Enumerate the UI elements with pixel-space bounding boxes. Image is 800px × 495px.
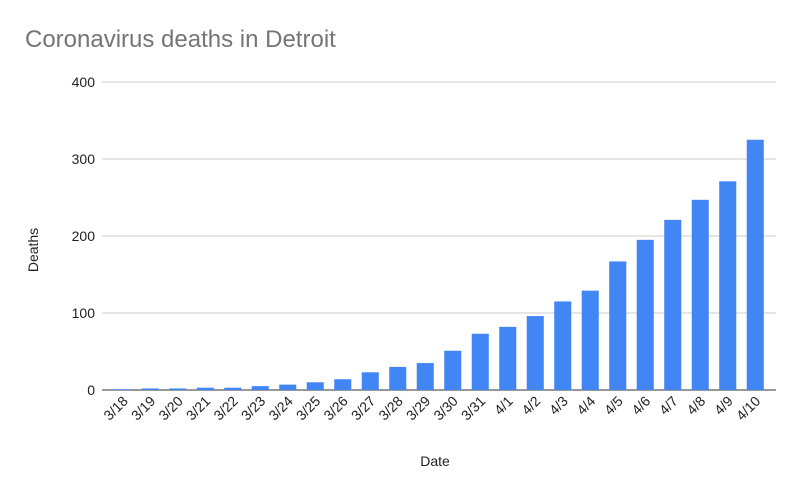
y-tick-labels: 0 100 200 300 400 bbox=[72, 74, 96, 398]
x-tick-label: 4/8 bbox=[683, 393, 708, 418]
bar bbox=[306, 382, 324, 390]
bar bbox=[224, 387, 242, 390]
x-tick-label: 4/3 bbox=[546, 393, 571, 418]
x-tick-label: 3/21 bbox=[183, 393, 214, 424]
x-tick-label: 4/4 bbox=[573, 393, 598, 418]
bar bbox=[526, 316, 544, 390]
x-tick-label: 3/23 bbox=[238, 393, 269, 424]
bar bbox=[169, 388, 187, 390]
bar bbox=[609, 261, 627, 390]
bar bbox=[416, 363, 434, 390]
bar bbox=[389, 366, 407, 390]
x-tick-labels: 3/183/193/203/213/223/233/243/253/263/27… bbox=[100, 393, 763, 424]
x-tick-label: 3/27 bbox=[348, 393, 379, 424]
bar bbox=[334, 379, 352, 390]
x-tick-label: 3/28 bbox=[375, 393, 406, 424]
x-tick-label: 4/2 bbox=[518, 393, 543, 418]
bar bbox=[636, 239, 654, 390]
bar bbox=[361, 372, 379, 390]
x-tick-label: 3/24 bbox=[265, 393, 296, 424]
bar bbox=[581, 290, 599, 390]
bar bbox=[691, 199, 709, 390]
bars bbox=[114, 139, 764, 391]
y-tick-label: 300 bbox=[72, 151, 96, 167]
bar bbox=[114, 389, 132, 391]
x-tick-label: 4/5 bbox=[601, 393, 626, 418]
x-tick-label: 4/7 bbox=[656, 393, 681, 418]
bar bbox=[719, 181, 737, 390]
x-tick-label: 3/31 bbox=[458, 393, 489, 424]
x-tick-label: 3/18 bbox=[100, 393, 131, 424]
bar bbox=[251, 386, 269, 390]
bar bbox=[471, 333, 489, 390]
y-tick-label: 400 bbox=[72, 74, 96, 90]
bar bbox=[141, 388, 159, 390]
bar bbox=[499, 326, 517, 390]
x-tick-label: 3/20 bbox=[155, 393, 186, 424]
bar bbox=[746, 139, 764, 390]
x-tick-label: 4/1 bbox=[491, 393, 516, 418]
x-tick-label: 3/30 bbox=[430, 393, 461, 424]
x-tick-label: 3/19 bbox=[128, 393, 159, 424]
x-tick-label: 3/29 bbox=[403, 393, 434, 424]
x-tick-label: 4/6 bbox=[628, 393, 653, 418]
y-axis-label: Deaths bbox=[25, 228, 41, 272]
y-tick-label: 200 bbox=[72, 228, 96, 244]
x-axis-label: Date bbox=[420, 453, 450, 469]
bar bbox=[279, 384, 297, 390]
x-tick-label: 4/10 bbox=[733, 393, 764, 424]
chart-title: Coronavirus deaths in Detroit bbox=[25, 26, 336, 53]
x-tick-label: 3/26 bbox=[320, 393, 351, 424]
bar bbox=[196, 387, 214, 390]
bar bbox=[664, 219, 682, 390]
x-tick-label: 4/9 bbox=[711, 393, 736, 418]
x-tick-label: 3/22 bbox=[210, 393, 241, 424]
bar bbox=[444, 350, 462, 390]
gridlines bbox=[102, 81, 776, 391]
bar bbox=[554, 301, 572, 390]
y-tick-label: 100 bbox=[72, 305, 96, 321]
y-tick-label: 0 bbox=[87, 382, 95, 398]
x-tick-label: 3/25 bbox=[293, 393, 324, 424]
